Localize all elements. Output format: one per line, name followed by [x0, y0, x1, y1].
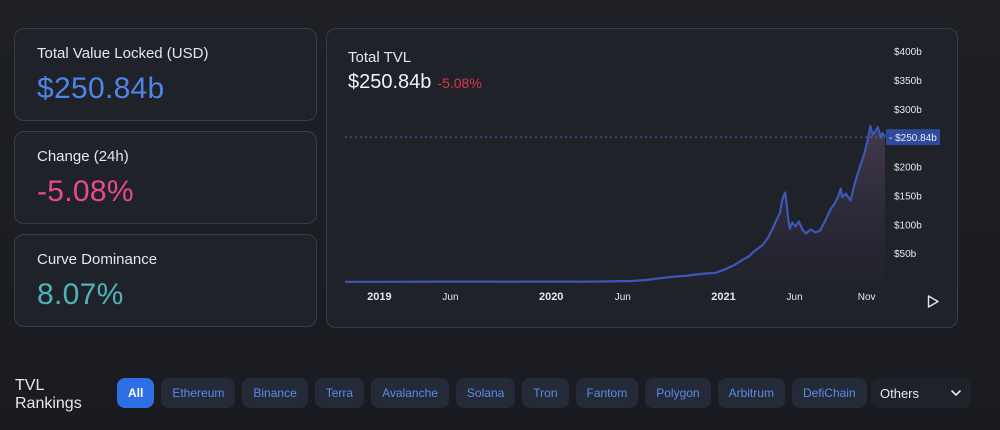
y-tick-label: $200b: [894, 163, 922, 174]
chain-tab-tron[interactable]: Tron: [522, 378, 569, 408]
others-select[interactable]: Others: [871, 378, 971, 408]
current-value-label: - $250.84b: [889, 133, 937, 144]
dominance-value: 8.07%: [37, 278, 124, 311]
chain-tab-solana[interactable]: Solana: [455, 378, 516, 408]
chart-value-row: $250.84b -5.08%: [348, 71, 482, 94]
chain-tab-defichain[interactable]: DefiChain: [791, 378, 867, 408]
change-value: -5.08%: [37, 175, 134, 208]
tvl-area: [345, 126, 885, 282]
chain-tabs: All Ethereum Binance Terra Avalanche Solana Tr…: [117, 378, 874, 408]
x-tick-label: Jun: [615, 292, 631, 303]
change-label: Change (24h): [37, 148, 129, 165]
play-icon: [927, 294, 939, 308]
y-tick-label: $400b: [894, 47, 922, 58]
change-stat-card: Change (24h) -5.08%: [14, 131, 317, 224]
x-tick-label: Jun: [442, 292, 458, 303]
play-button[interactable]: [923, 291, 943, 311]
chevron-down-icon: [951, 390, 961, 396]
x-tick-label: 2020: [539, 291, 563, 303]
tvl-stat-card: Total Value Locked (USD) $250.84b: [14, 28, 317, 121]
y-tick-label: $50b: [894, 249, 917, 260]
x-tick-label: Jun: [787, 292, 803, 303]
tvl-line: [345, 125, 886, 283]
y-tick-label: $100b: [894, 220, 922, 231]
x-tick-label: 2021: [711, 291, 735, 303]
chain-tab-terra[interactable]: Terra: [314, 378, 365, 408]
x-tick-label: 2019: [367, 291, 391, 303]
chain-tab-avalanche[interactable]: Avalanche: [371, 378, 449, 408]
chain-tab-binance[interactable]: Binance: [242, 378, 308, 408]
x-tick-label: Nov: [858, 292, 876, 303]
tvl-value: $250.84b: [37, 72, 165, 105]
chain-tab-arbitrum[interactable]: Arbitrum: [717, 378, 785, 408]
tvl-label: Total Value Locked (USD): [37, 45, 209, 62]
dominance-label: Curve Dominance: [37, 251, 158, 268]
y-tick-label: $350b: [894, 76, 922, 87]
chart-value: $250.84b: [348, 71, 432, 93]
current-value-tag: [886, 129, 940, 146]
y-tick-label: $300b: [894, 105, 922, 116]
y-tick-label: $150b: [894, 191, 922, 202]
chain-tab-all[interactable]: All: [117, 378, 155, 408]
chain-tab-polygon[interactable]: Polygon: [645, 378, 711, 408]
tvl-chart-card: $50b$100b$150b$200b$250b$300b$350b$400b …: [326, 28, 958, 328]
chart-change: -5.08%: [437, 75, 482, 91]
tvl-chart[interactable]: $50b$100b$150b$200b$250b$300b$350b$400b …: [327, 29, 959, 329]
chain-tab-fantom[interactable]: Fantom: [575, 378, 639, 408]
others-label: Others: [880, 385, 920, 401]
chart-title: Total TVL: [348, 49, 412, 66]
dominance-stat-card: Curve Dominance 8.07%: [14, 234, 317, 327]
rankings-title: TVL Rankings: [15, 377, 82, 412]
chain-tab-ethereum[interactable]: Ethereum: [161, 378, 236, 408]
